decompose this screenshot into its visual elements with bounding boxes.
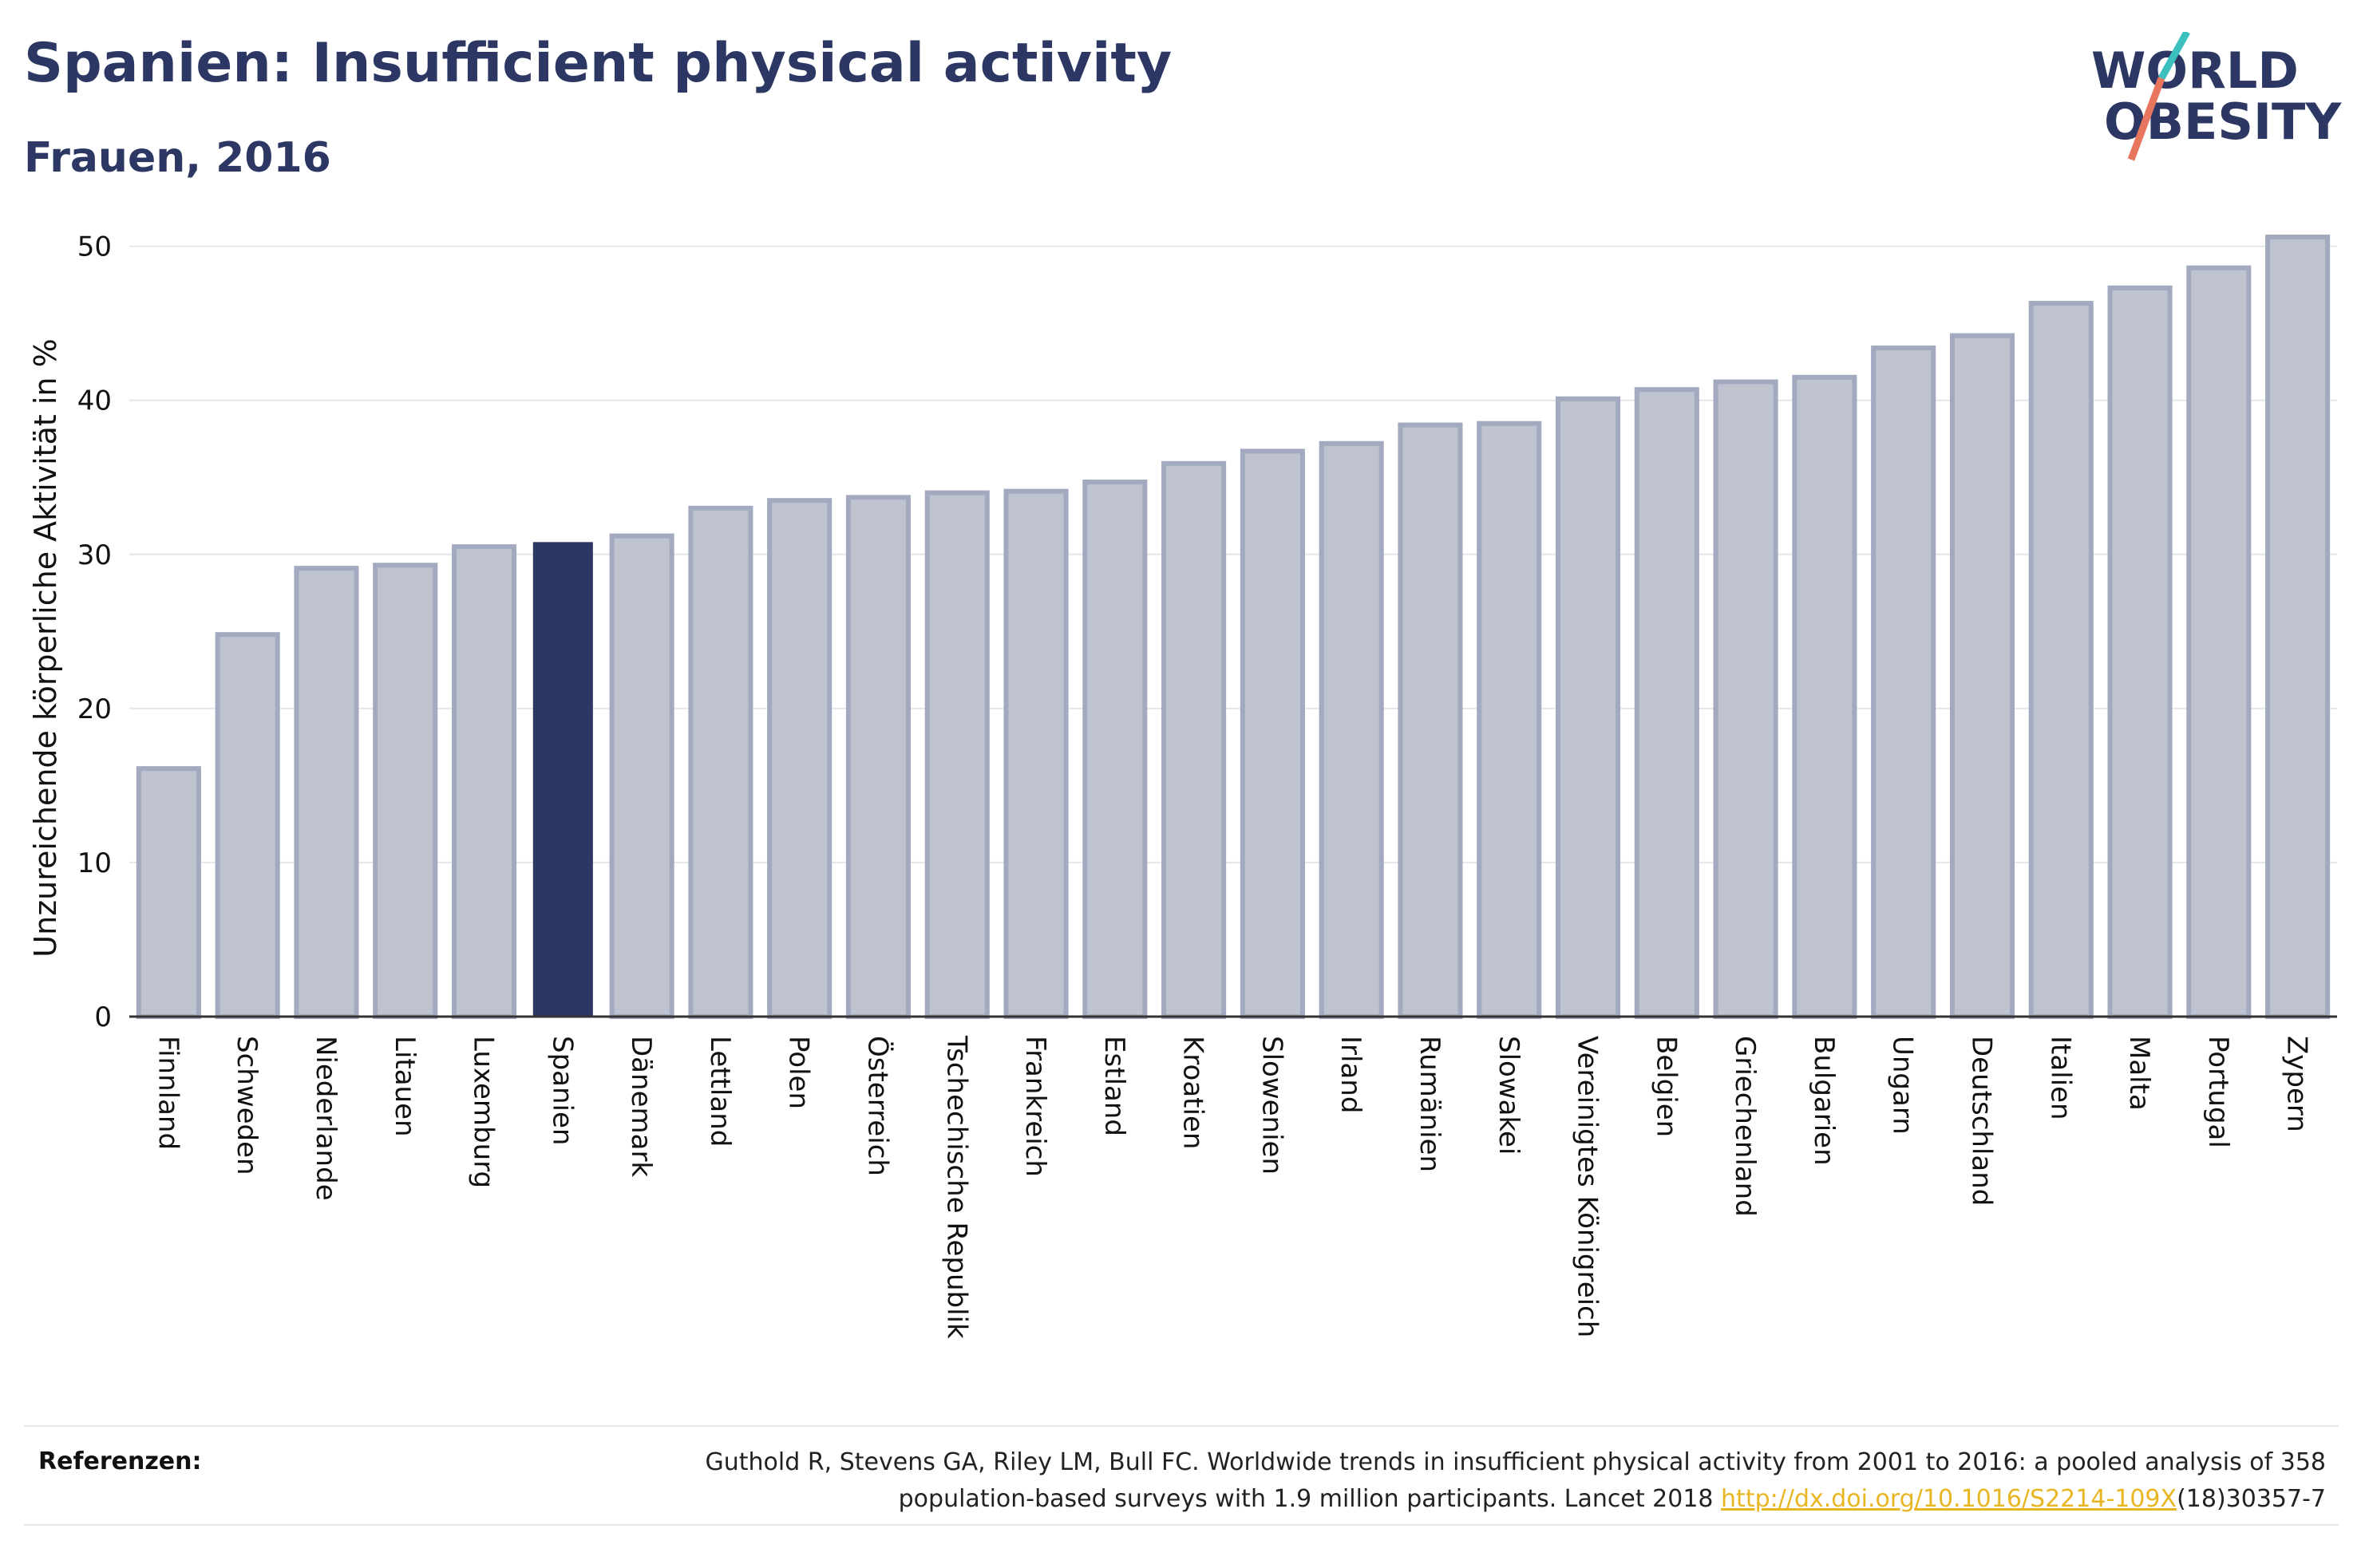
bar <box>1949 333 2015 1020</box>
chart-subtitle: Frauen, 2016 <box>24 134 331 182</box>
x-tick-label: Niederlande <box>310 1036 342 1201</box>
bar <box>532 542 593 1017</box>
y-tick-label: 40 <box>77 385 112 417</box>
bar <box>1555 396 1621 1019</box>
bar <box>2028 301 2094 1019</box>
reference-line-1: Guthold R, Stevens GA, Riley LM, Bull FC… <box>705 1448 2326 1476</box>
bar <box>2107 285 2173 1019</box>
y-tick-label: 20 <box>77 693 112 725</box>
bar <box>373 563 438 1019</box>
x-tick-label: Frankreich <box>1019 1036 1051 1177</box>
x-tick-label: Griechenland <box>1729 1036 1761 1217</box>
bar <box>136 766 201 1020</box>
bar <box>1398 422 1463 1019</box>
y-tick-label: 50 <box>77 231 112 263</box>
x-tick-label: Deutschland <box>1965 1036 1997 1206</box>
logo-slash-teal <box>2158 32 2190 81</box>
bar <box>1082 480 1148 1019</box>
bar-chart: 0 10 20 30 40 50 Unzureichende körperliche Akt… <box>28 231 2337 1339</box>
references-label: Referenzen: <box>38 1448 202 1475</box>
x-tick-label: Ungarn <box>1887 1036 1919 1135</box>
x-tick-label: Kroatien <box>1177 1036 1209 1149</box>
x-tick-label: Vereinigtes Königreich <box>1572 1036 1604 1337</box>
x-tick-label: Slowenien <box>1256 1036 1287 1175</box>
bar <box>294 566 359 1019</box>
y-axis-title: Unzureichende körperliche Aktivität in % <box>28 338 63 957</box>
y-tick-label: 0 <box>94 1001 112 1033</box>
references-text: Guthold R, Stevens GA, Riley LM, Bull FC… <box>490 1444 2326 1518</box>
bar <box>1161 460 1227 1019</box>
x-tick-label: Litauen <box>389 1036 421 1137</box>
x-tick-label: Belgien <box>1650 1036 1682 1137</box>
bar <box>924 490 990 1019</box>
x-tick-label: Spanien <box>546 1036 578 1145</box>
x-tick-label: Rumänien <box>1414 1036 1445 1172</box>
x-tick-label: Irland <box>1335 1036 1366 1113</box>
x-tick-label: Luxemburg <box>468 1036 500 1188</box>
x-tick-label: Portugal <box>2202 1036 2234 1148</box>
footer-top-divider <box>24 1425 2339 1427</box>
x-tick-label: Polen <box>783 1036 815 1109</box>
bar <box>767 498 832 1019</box>
bar <box>1713 379 1778 1019</box>
reference-line-2-suffix: (18)30357-7 <box>2177 1485 2326 1513</box>
bar <box>451 544 517 1019</box>
x-tick-label: Lettland <box>704 1036 736 1147</box>
world-obesity-logo: WORLD OBESITY <box>2091 32 2342 161</box>
bar <box>2265 235 2331 1019</box>
x-tick-label: Estland <box>1098 1036 1130 1136</box>
x-tick-label: Österreich <box>861 1036 894 1176</box>
x-tick-label: Zypern <box>2281 1036 2313 1132</box>
footer-bottom-divider <box>24 1524 2339 1526</box>
logo-slash-coral <box>2127 77 2165 161</box>
x-tick-label: Schweden <box>231 1036 263 1175</box>
x-tick-label: Italien <box>2044 1036 2076 1120</box>
bar <box>688 505 753 1019</box>
x-tick-label: Dänemark <box>625 1036 657 1177</box>
x-tick-label: Tschechische Republik <box>940 1035 972 1339</box>
y-tick-label: 30 <box>77 539 112 571</box>
bar <box>1477 421 1542 1019</box>
x-tick-label: Slowakei <box>1493 1036 1525 1155</box>
bar <box>2186 265 2252 1019</box>
bar <box>215 632 280 1020</box>
bar <box>845 495 912 1019</box>
bar <box>1634 387 1699 1019</box>
chart-title: Spanien: Insufficient physical activity <box>24 32 1173 95</box>
x-tick-label: Malta <box>2123 1036 2155 1111</box>
bar <box>1871 346 1936 1019</box>
reference-line-2: population-based surveys with 1.9 millio… <box>898 1485 1722 1513</box>
x-tick-label: Finnland <box>152 1036 184 1150</box>
bar <box>1792 374 1857 1019</box>
x-tick-label: Bulgarien <box>1808 1036 1840 1166</box>
bar <box>1003 488 1069 1019</box>
reference-doi-link[interactable]: http://dx.doi.org/10.1016/S2214-109X <box>1721 1485 2177 1513</box>
logo-word-world: WORLD <box>2091 41 2299 100</box>
bar <box>1240 448 1305 1019</box>
bar <box>1319 440 1384 1019</box>
y-tick-label: 10 <box>77 847 112 879</box>
bar <box>609 533 674 1019</box>
